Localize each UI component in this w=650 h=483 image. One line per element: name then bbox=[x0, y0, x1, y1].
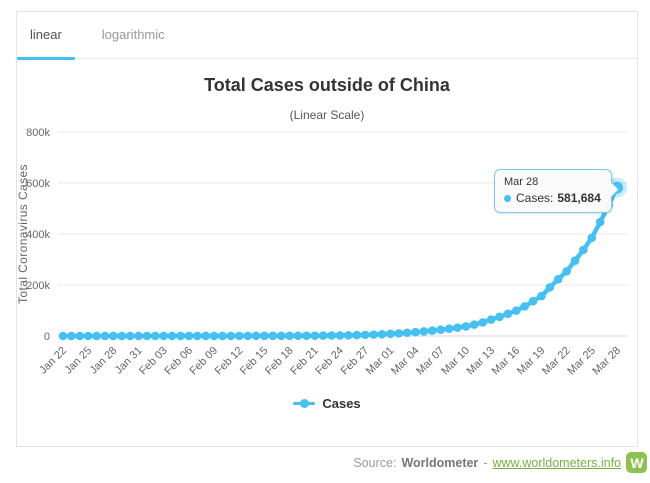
worldometer-logo-icon[interactable]: W bbox=[626, 452, 647, 473]
svg-text:400k: 400k bbox=[26, 229, 50, 241]
svg-text:200k: 200k bbox=[26, 280, 50, 292]
tooltip-value: 581,684 bbox=[557, 191, 601, 205]
legend-item-cases[interactable]: Cases bbox=[17, 396, 637, 411]
svg-text:600k: 600k bbox=[26, 178, 50, 190]
chart-subtitle: (Linear Scale) bbox=[289, 108, 365, 122]
chart-tooltip: Mar 28 Cases: 581,684 bbox=[494, 169, 620, 213]
chart-panel: linear logarithmic Total Cases outside o… bbox=[16, 11, 638, 447]
tooltip-date: Mar 28 bbox=[504, 176, 539, 188]
svg-text:800k: 800k bbox=[26, 127, 50, 139]
source-name: Worldometer bbox=[401, 455, 479, 470]
source-label: Source: bbox=[353, 455, 397, 470]
svg-text:Jan 22: Jan 22 bbox=[37, 345, 69, 377]
chart-title: Total Cases outside of China bbox=[204, 75, 450, 95]
legend-line-marker-icon bbox=[293, 399, 316, 408]
legend-label: Cases bbox=[322, 396, 361, 411]
source-separator: - bbox=[483, 455, 488, 470]
svg-text:0: 0 bbox=[44, 331, 50, 343]
series-marker-dot-icon bbox=[504, 194, 511, 202]
tab-logarithmic[interactable]: logarithmic bbox=[101, 27, 165, 42]
tab-linear[interactable]: linear bbox=[17, 12, 75, 60]
svg-text:Total Coronavirus Cases: Total Coronavirus Cases bbox=[16, 164, 30, 304]
line-chart-plot-area[interactable]: 0 200k 400k 600k 800k Total Coronavirus Cases… bbox=[16, 12, 639, 412]
source-footer: Source: Worldometer - www.worldometers.i… bbox=[353, 452, 647, 473]
scale-tabs: linear logarithmic bbox=[17, 12, 637, 60]
svg-text:Mar 28: Mar 28 bbox=[590, 345, 623, 378]
source-link[interactable]: www.worldometers.info bbox=[492, 455, 621, 470]
svg-text:Jan 25: Jan 25 bbox=[62, 345, 94, 377]
svg-text:Jan 28: Jan 28 bbox=[88, 345, 120, 377]
tooltip-series-label: Cases: bbox=[516, 191, 554, 205]
